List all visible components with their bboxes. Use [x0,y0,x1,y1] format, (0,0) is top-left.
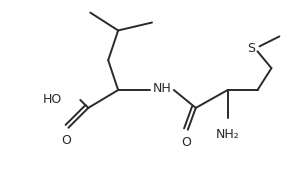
Text: NH: NH [153,82,171,95]
Text: NH₂: NH₂ [216,128,239,141]
Text: O: O [61,134,71,147]
Text: HO: HO [43,94,62,106]
Text: O: O [181,136,191,149]
Text: S: S [248,42,256,55]
